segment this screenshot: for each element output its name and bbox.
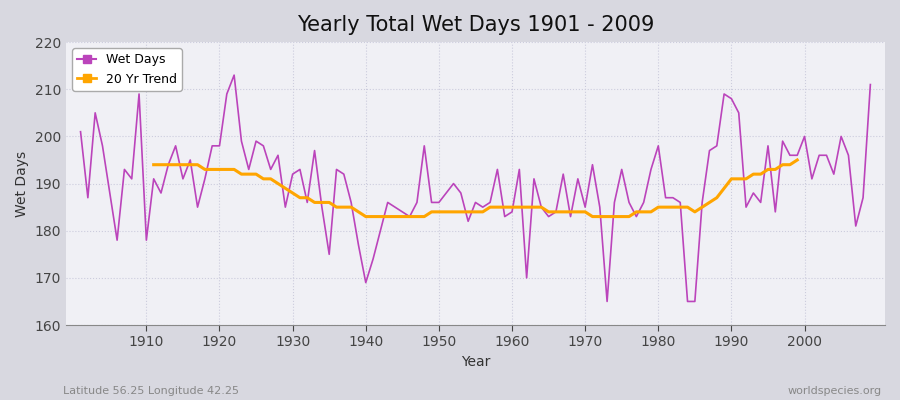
Text: Latitude 56.25 Longitude 42.25: Latitude 56.25 Longitude 42.25: [63, 386, 239, 396]
Legend: Wet Days, 20 Yr Trend: Wet Days, 20 Yr Trend: [72, 48, 182, 91]
X-axis label: Year: Year: [461, 355, 491, 369]
Title: Yearly Total Wet Days 1901 - 2009: Yearly Total Wet Days 1901 - 2009: [297, 15, 654, 35]
Y-axis label: Wet Days: Wet Days: [15, 150, 29, 217]
Text: worldspecies.org: worldspecies.org: [788, 386, 882, 396]
